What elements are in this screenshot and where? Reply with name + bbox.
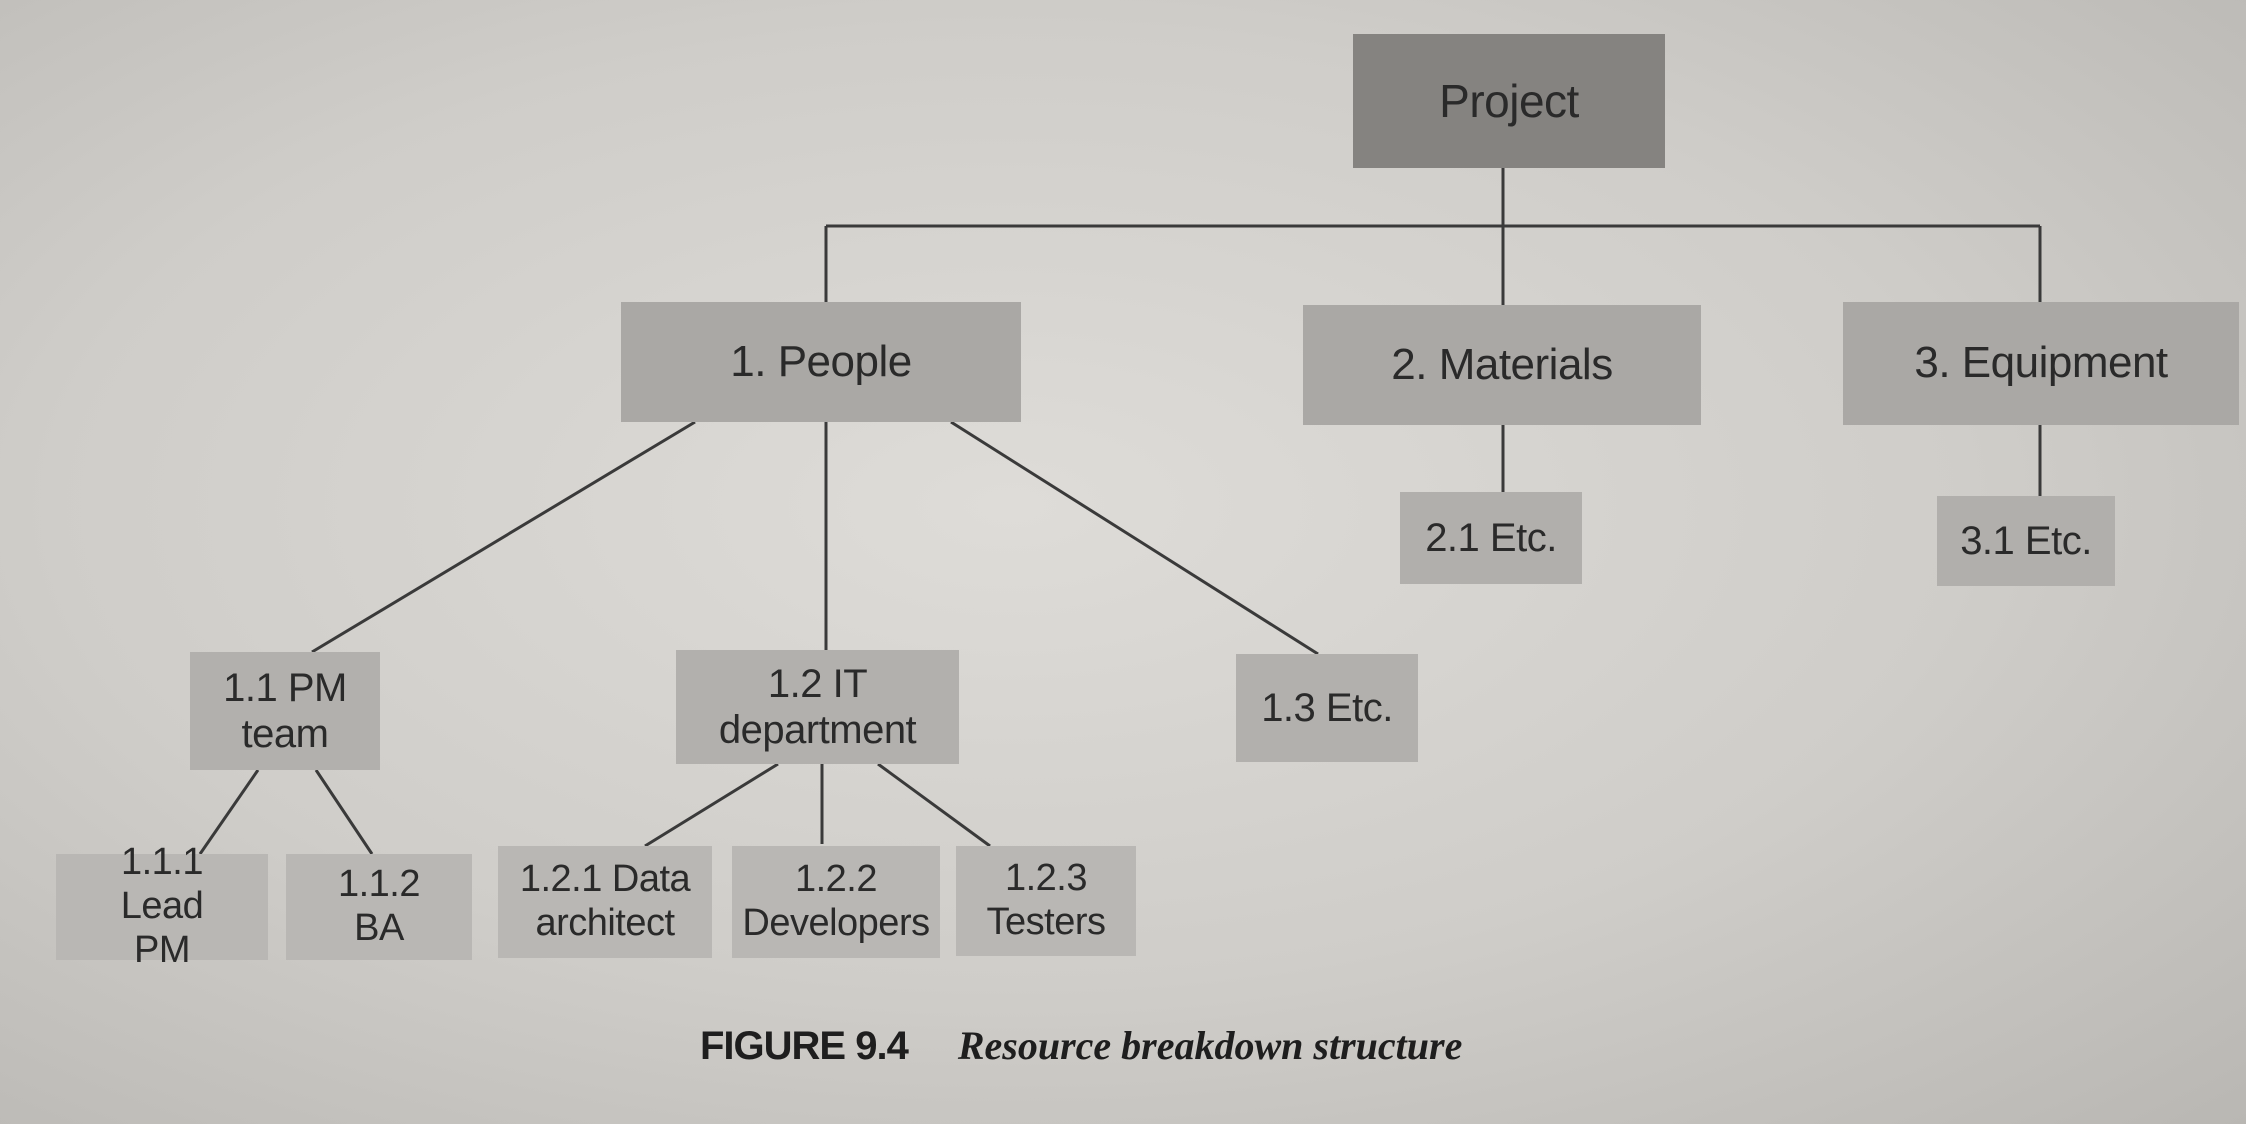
node-data-architect: 1.2.1 Data architect <box>498 846 712 958</box>
node-materials-etc: 2.1 Etc. <box>1400 492 1582 584</box>
node-developers: 1.2.2 Developers <box>732 846 940 958</box>
node-people: 1. People <box>621 302 1021 422</box>
connector-it-data <box>644 762 779 848</box>
figure-title: Resource breakdown structure <box>957 1023 1463 1068</box>
node-it-department: 1.2 IT department <box>676 650 959 764</box>
node-equipment: 3. Equipment <box>1843 302 2239 425</box>
node-materials: 2. Materials <box>1303 305 1701 425</box>
node-pm-team: 1.1 PM team <box>190 652 380 770</box>
connector-it-testers <box>877 762 991 848</box>
node-ba: 1.1.2 BA <box>286 854 472 960</box>
node-project: Project <box>1353 34 1665 168</box>
node-lead-pm: 1.1.1 Lead PM <box>56 841 268 971</box>
node-people-etc: 1.3 Etc. <box>1236 654 1418 762</box>
figure-caption: FIGURE 9.4 Resource breakdown structure <box>700 1022 1462 1069</box>
connector-pm-lead <box>198 769 260 855</box>
figure-number: FIGURE 9.4 <box>700 1024 909 1068</box>
node-equipment-etc: 3.1 Etc. <box>1937 496 2115 586</box>
connector-people-pm-team <box>311 420 696 654</box>
connector-pm-ba <box>314 769 374 855</box>
node-testers: 1.2.3 Testers <box>956 846 1136 956</box>
connector-people-etc <box>950 420 1319 656</box>
